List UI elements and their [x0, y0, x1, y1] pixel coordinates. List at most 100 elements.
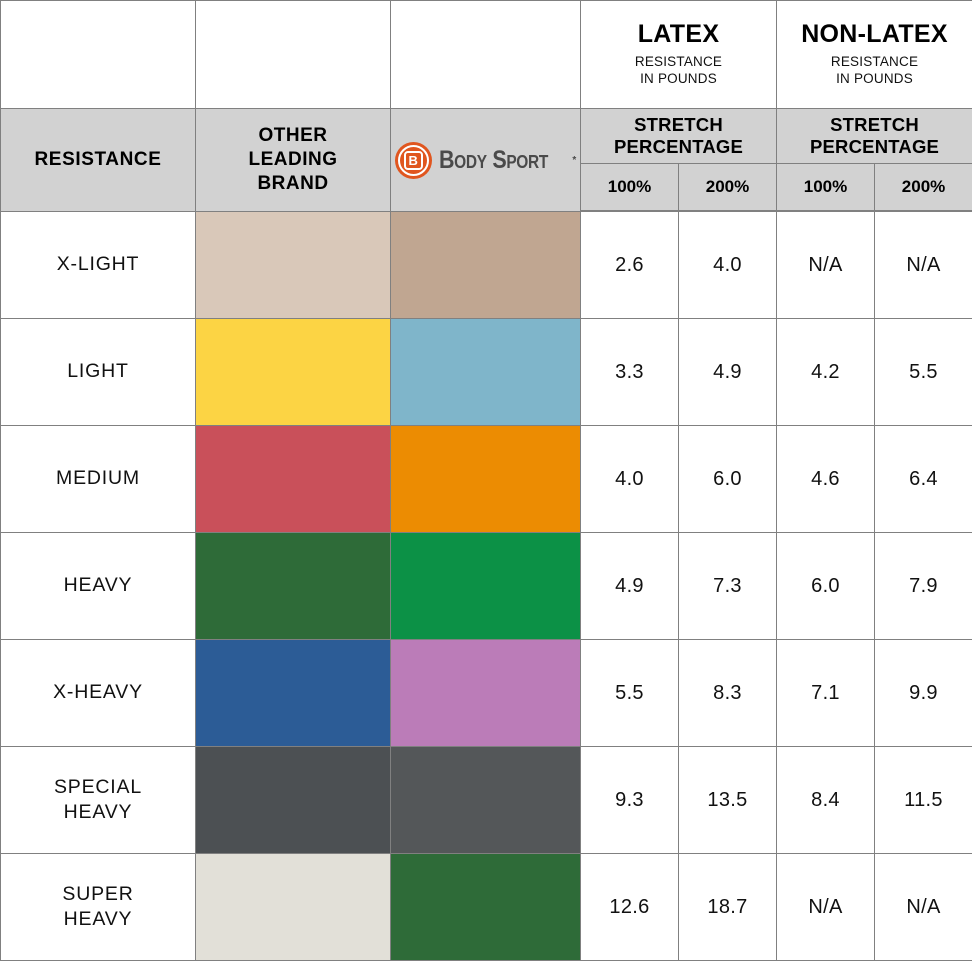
latex-200-value: 13.5 — [678, 746, 777, 854]
latex-200-value: 6.0 — [678, 425, 777, 533]
resistance-data-body: X-LIGHT 2.6 4.0 N/A N/A LIGHT 3.3 4.9 4.2 5.5 MEDI… — [0, 211, 972, 961]
column-header-body-sport: B Body Sport * — [390, 108, 581, 212]
material-sub-line1-latex: RESISTANCE — [634, 53, 723, 69]
stretch-label-latex: STRETCH PERCENTAGE — [579, 108, 778, 164]
other-brand-color-swatch — [195, 425, 391, 533]
table-row: HEAVY 4.9 7.3 6.0 7.9 — [0, 532, 972, 640]
body-sport-color-swatch — [390, 532, 581, 640]
resistance-level-line1: SUPER — [62, 882, 134, 905]
table-row: X-HEAVY 5.5 8.3 7.1 9.9 — [0, 639, 972, 747]
latex-200-value: 18.7 — [678, 853, 777, 961]
latex-200-value: 8.3 — [678, 639, 777, 747]
table-row: SUPER HEAVY 12.6 18.7 N/A N/A — [0, 853, 972, 961]
other-brand-color-swatch — [195, 639, 391, 747]
resistance-level-line2: HEAVY — [63, 908, 133, 930]
body-sport-color-swatch — [390, 425, 581, 533]
trademark-mark: * — [572, 154, 577, 166]
other-brand-line2: LEADING — [248, 148, 338, 170]
resistance-level-label: SUPER HEAVY — [0, 853, 196, 961]
column-header-other-brand: OTHER LEADING BRAND — [195, 108, 391, 212]
material-sub-nonlatex: RESISTANCE IN POUNDS — [777, 54, 972, 88]
column-header-nonlatex-200: 200% — [874, 163, 972, 211]
stretch-label-nonlatex-line1: STRETCH — [830, 113, 919, 135]
latex-200-value: 4.9 — [678, 318, 777, 426]
nonlatex-100-value: N/A — [776, 853, 875, 961]
other-brand-color-swatch — [195, 318, 391, 426]
other-brand-color-swatch — [195, 853, 391, 961]
table-row: SPECIAL HEAVY 9.3 13.5 8.4 11.5 — [0, 746, 972, 854]
resistance-level-label: SPECIAL HEAVY — [0, 746, 196, 854]
header-row-percent: 100% 200% 100% 200% — [1, 163, 972, 211]
nonlatex-200-value: 5.5 — [874, 318, 972, 426]
nonlatex-200-value: N/A — [874, 211, 972, 319]
nonlatex-200-value: 11.5 — [874, 746, 972, 854]
logo-letter: B — [403, 150, 423, 170]
body-sport-logo: B Body Sport * — [391, 141, 580, 179]
material-sub-latex: RESISTANCE IN POUNDS — [581, 54, 776, 88]
material-sub-line2-latex: IN POUNDS — [640, 70, 717, 86]
stretch-label-latex-line2: PERCENTAGE — [613, 136, 744, 157]
resistance-level-label: HEAVY — [0, 532, 196, 640]
left-header-row: RESISTANCE OTHER LEADING BRAND B Body Sp… — [0, 108, 972, 212]
header-row-stretch: STRETCH PERCENTAGE STRETCH PERCENTAGE — [1, 108, 972, 164]
nonlatex-100-value: 8.4 — [776, 746, 875, 854]
latex-200-value: 7.3 — [678, 532, 777, 640]
body-sport-color-swatch — [390, 639, 581, 747]
nonlatex-100-value: N/A — [776, 211, 875, 319]
material-sub-line1-nonlatex: RESISTANCE — [830, 53, 919, 69]
latex-200-value: 4.0 — [678, 211, 777, 319]
resistance-level-line1: LIGHT — [67, 360, 129, 383]
body-sport-wordmark: Body Sport — [438, 145, 548, 174]
resistance-level-label: LIGHT — [0, 318, 196, 426]
resistance-level-line1: SPECIAL — [54, 775, 142, 798]
nonlatex-100-value: 4.6 — [776, 425, 875, 533]
material-header-nonlatex: NON-LATEX RESISTANCE IN POUNDS — [776, 0, 972, 109]
table-row: LIGHT 3.3 4.9 4.2 5.5 — [0, 318, 972, 426]
nonlatex-100-value: 4.2 — [776, 318, 875, 426]
stretch-label-latex-line1: STRETCH — [634, 113, 723, 135]
other-brand-line3: BRAND — [257, 173, 329, 195]
resistance-level-line1: X-HEAVY — [53, 681, 143, 704]
resistance-level-label: MEDIUM — [0, 425, 196, 533]
latex-100-value: 4.9 — [580, 532, 679, 640]
nonlatex-200-value: 6.4 — [874, 425, 972, 533]
other-brand-color-swatch — [195, 746, 391, 854]
other-brand-line1: OTHER — [258, 124, 328, 146]
latex-100-value: 5.5 — [580, 639, 679, 747]
material-name-nonlatex: NON-LATEX — [801, 20, 948, 49]
table-row: MEDIUM 4.0 6.0 4.6 6.4 — [0, 425, 972, 533]
material-sub-line2-nonlatex: IN POUNDS — [836, 70, 913, 86]
nonlatex-100-value: 6.0 — [776, 532, 875, 640]
material-name-latex: LATEX — [637, 20, 720, 49]
header-row-material: LATEX RESISTANCE IN POUNDS NON-LATEX RES… — [0, 0, 972, 211]
resistance-level-line1: X-LIGHT — [56, 253, 140, 276]
table-row: X-LIGHT 2.6 4.0 N/A N/A — [0, 211, 972, 319]
other-brand-color-swatch — [195, 532, 391, 640]
nonlatex-200-value: N/A — [874, 853, 972, 961]
latex-100-value: 3.3 — [580, 318, 679, 426]
resistance-level-line2: HEAVY — [63, 801, 133, 823]
material-header-latex: LATEX RESISTANCE IN POUNDS — [579, 0, 778, 109]
column-header-latex-100: 100% — [580, 163, 679, 211]
resistance-level-line1: HEAVY — [63, 574, 133, 597]
stretch-label-nonlatex: STRETCH PERCENTAGE — [776, 108, 972, 164]
spacer-cell — [581, 109, 972, 212]
nonlatex-200-value: 9.9 — [874, 639, 972, 747]
resistance-level-label: X-LIGHT — [0, 211, 196, 319]
body-sport-b-mark-icon: B — [394, 141, 432, 179]
body-sport-color-swatch — [390, 318, 581, 426]
other-brand-color-swatch — [195, 211, 391, 319]
column-header-resistance: RESISTANCE — [0, 108, 196, 212]
body-sport-color-swatch — [390, 746, 581, 854]
resistance-level-label: X-HEAVY — [0, 639, 196, 747]
latex-100-value: 9.3 — [580, 746, 679, 854]
body-sport-color-swatch — [390, 853, 581, 961]
latex-100-value: 12.6 — [580, 853, 679, 961]
latex-100-value: 2.6 — [580, 211, 679, 319]
resistance-level-line1: MEDIUM — [56, 467, 140, 490]
body-sport-color-swatch — [390, 211, 581, 319]
nonlatex-100-value: 7.1 — [776, 639, 875, 747]
column-header-nonlatex-100: 100% — [776, 163, 876, 211]
latex-100-value: 4.0 — [580, 425, 679, 533]
